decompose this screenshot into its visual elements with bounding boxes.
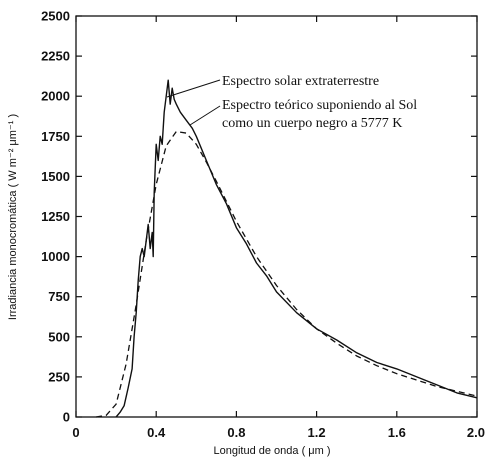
annotation-extraterrestrial: Espectro solar extraterrestre: [222, 74, 379, 89]
annotations: Espectro solar extraterrestre Espectro t…: [166, 74, 417, 131]
x-tick-label: 0: [72, 425, 79, 440]
y-tick-label: 750: [48, 289, 70, 304]
series-blackbody-line: [95, 130, 478, 418]
x-tick-label: 1.6: [388, 425, 406, 440]
x-axis-label: Longitud de onda ( μm ): [213, 445, 330, 457]
y-tick-label: 1750: [41, 129, 70, 144]
y-tick-label: 2250: [41, 49, 70, 64]
y-tick-label: 2500: [41, 9, 70, 24]
y-tick-label: 1500: [41, 169, 70, 184]
y-tick-label: 500: [48, 329, 70, 344]
y-tick-label: 0: [63, 410, 70, 425]
y-tick-label: 2000: [41, 89, 70, 104]
series-extraterrestrial-line: [115, 79, 478, 418]
annotation-pointer-blackbody: [189, 105, 221, 126]
axes: 0 250 500 750 1000 1250 1500 1750 2000 2250 2500 0 0…: [41, 9, 485, 441]
y-tick-label: 1000: [41, 249, 70, 264]
x-tick-label: 2.0: [467, 425, 485, 440]
y-tick-label: 1250: [41, 209, 70, 224]
annotation-blackbody-line1: Espectro teórico suponiendo al Sol: [222, 98, 417, 113]
series-group: [95, 79, 478, 418]
x-tick-label: 1.2: [308, 425, 326, 440]
y-tick-label: 250: [48, 369, 70, 384]
annotation-pointer-extraterrestrial: [166, 79, 221, 98]
x-tick-label: 0.8: [227, 425, 245, 440]
x-tick-label: 0.4: [147, 425, 166, 440]
y-axis-label: Irradiancia monocromática ( W m⁻² μm⁻¹ ): [7, 114, 19, 320]
annotation-blackbody-line2: como un cuerpo negro a 5777 K: [222, 116, 402, 131]
